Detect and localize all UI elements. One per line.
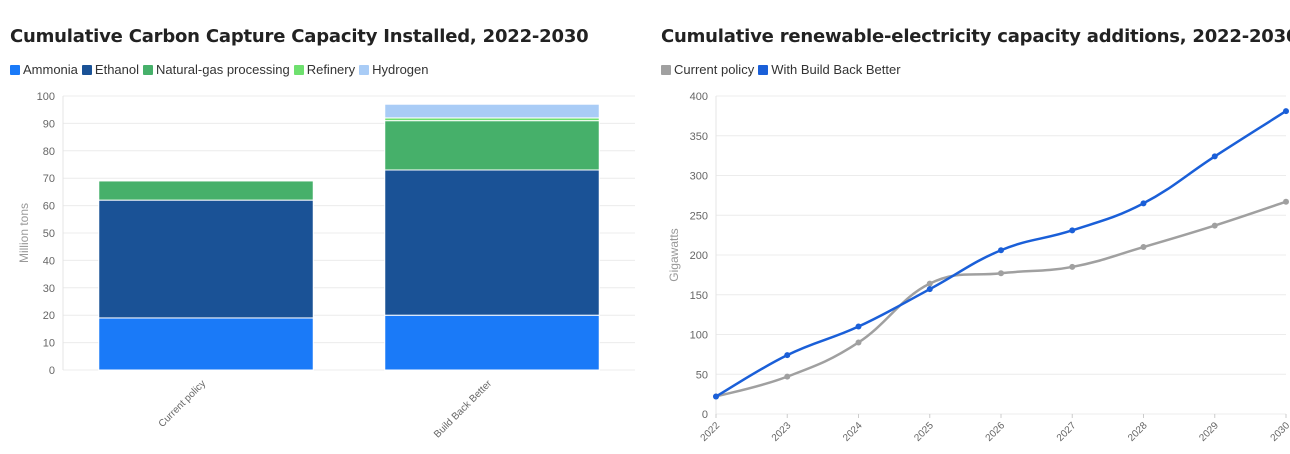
legend-swatch <box>758 64 769 75</box>
x-tick-label: 2029 <box>1197 420 1221 444</box>
bar-segment <box>384 169 600 316</box>
data-point <box>1069 227 1076 234</box>
data-point <box>855 323 862 330</box>
legend-swatch <box>10 64 20 75</box>
data-point <box>784 373 791 380</box>
bar-segment <box>384 314 600 371</box>
legend-label: Ethanol <box>94 62 140 77</box>
data-point <box>926 286 933 293</box>
bar-segment <box>98 180 314 201</box>
x-tick-label: 2022 <box>699 420 723 444</box>
y-tick-label: 300 <box>690 171 708 183</box>
y-tick-label: 10 <box>43 338 55 350</box>
legend-swatch <box>81 64 92 75</box>
legend-item[interactable]: Ethanol <box>81 62 140 77</box>
y-tick-label: 40 <box>43 255 55 267</box>
x-tick-label: 2028 <box>1126 420 1150 444</box>
x-tick-label: 2030 <box>1269 420 1290 444</box>
y-tick-label: 60 <box>43 201 55 213</box>
y-tick-label: 50 <box>696 369 708 381</box>
legend-swatch <box>359 64 370 75</box>
legend-item[interactable]: Current policy <box>661 62 754 77</box>
y-tick-label: 400 <box>690 91 708 103</box>
bar-segment <box>384 103 600 119</box>
legend-item[interactable]: With Build Back Better <box>758 62 901 77</box>
y-axis-label: Million tons <box>17 203 31 263</box>
y-tick-label: 350 <box>690 131 708 143</box>
data-point <box>713 393 719 400</box>
y-tick-label: 20 <box>43 310 55 322</box>
x-tick-label: 2024 <box>841 420 865 444</box>
bar-segment <box>384 120 600 171</box>
legend: Current policy With Build Back Better <box>661 62 901 77</box>
y-tick-label: 50 <box>43 228 55 240</box>
y-tick-label: 80 <box>43 146 55 158</box>
legend-item[interactable]: Hydrogen <box>359 62 429 77</box>
y-tick-label: 250 <box>690 210 708 222</box>
x-tick-label: 2025 <box>912 420 936 444</box>
data-point <box>855 339 862 346</box>
y-tick-label: 90 <box>43 118 55 130</box>
legend-label: Current policy <box>674 62 755 77</box>
data-point <box>784 352 791 359</box>
data-point <box>1283 198 1289 205</box>
data-point <box>998 270 1004 277</box>
data-point <box>1211 153 1218 160</box>
legend-label: Natural-gas processing <box>156 62 290 77</box>
data-point <box>998 247 1004 254</box>
series-line <box>715 200 1287 398</box>
y-tick-label: 70 <box>43 173 55 185</box>
y-tick-label: 0 <box>702 409 708 421</box>
bar-segment <box>98 317 314 371</box>
y-tick-label: 150 <box>690 290 708 302</box>
chart-title: Cumulative renewable-electricity capacit… <box>661 26 1290 47</box>
legend-label: Ammonia <box>23 62 78 77</box>
data-point <box>1140 244 1147 251</box>
legend-item[interactable]: Natural-gas processing <box>143 62 290 77</box>
x-tick-label: 2027 <box>1055 420 1079 444</box>
x-tick-label: 2026 <box>984 420 1008 444</box>
data-point <box>926 280 933 287</box>
y-tick-label: 0 <box>49 365 55 377</box>
y-tick-label: 200 <box>690 250 708 262</box>
legend-item[interactable]: Ammonia <box>10 62 78 77</box>
legend-swatch <box>143 64 154 75</box>
legend-label: Refinery <box>306 62 356 77</box>
y-tick-label: 30 <box>43 283 55 295</box>
x-tick-label: 2023 <box>770 420 794 444</box>
legend: Ammonia Ethanol Natural-gas processing Refi… <box>10 62 429 77</box>
legend-swatch <box>293 64 304 75</box>
y-axis-label: Gigawatts <box>667 228 681 281</box>
legend-swatch <box>661 64 671 75</box>
legend-item[interactable]: Refinery <box>293 62 356 77</box>
bar-segment <box>98 199 314 319</box>
y-tick-label: 100 <box>37 91 55 103</box>
data-point <box>1283 108 1289 115</box>
legend-label: Hydrogen <box>372 62 429 77</box>
x-tick-label: Current policy <box>157 378 208 429</box>
x-tick-label: Build Back Better <box>432 378 494 440</box>
y-tick-label: 100 <box>690 330 708 342</box>
data-point <box>1140 200 1147 207</box>
data-point <box>1211 222 1218 229</box>
legend-label: With Build Back Better <box>771 62 901 77</box>
series-line <box>715 110 1287 398</box>
data-point <box>1069 263 1076 270</box>
chart-title: Cumulative Carbon Capture Capacity Insta… <box>10 26 589 47</box>
